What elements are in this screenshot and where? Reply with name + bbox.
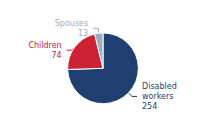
svg-text:254: 254 <box>142 102 157 111</box>
svg-text:Children: Children <box>28 41 61 50</box>
svg-text:workers: workers <box>142 92 173 101</box>
svg-text:Disabled: Disabled <box>142 82 177 91</box>
svg-text:Spouses: Spouses <box>55 19 88 28</box>
svg-text:74: 74 <box>52 51 62 60</box>
svg-text:13: 13 <box>78 29 88 38</box>
